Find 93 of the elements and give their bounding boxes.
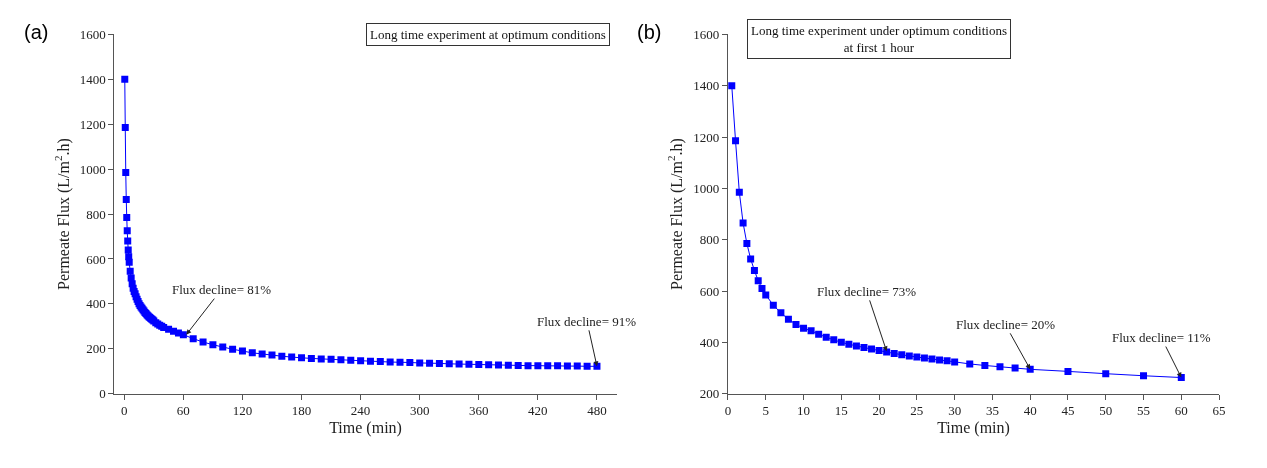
point bbox=[750, 266, 758, 274]
point bbox=[735, 188, 743, 196]
x-tick-label: 60 bbox=[176, 403, 190, 419]
point bbox=[981, 361, 989, 369]
y-tick-label: 200 bbox=[86, 341, 106, 357]
point bbox=[1102, 370, 1110, 378]
x-tick-label: 120 bbox=[232, 403, 253, 419]
y-tick-label: 1200 bbox=[693, 129, 720, 145]
x-tick-label: 480 bbox=[587, 403, 607, 419]
y-tick-label: 400 bbox=[699, 334, 720, 350]
x-tick-label: 5 bbox=[762, 403, 770, 419]
point bbox=[913, 353, 921, 361]
annotation: Flux decline= 11% bbox=[1112, 330, 1211, 345]
point bbox=[852, 342, 860, 350]
annotation: Flux decline= 91% bbox=[537, 314, 637, 329]
annotation: Flux decline= 81% bbox=[172, 282, 272, 297]
x-axis-title: Time (min) bbox=[937, 419, 1010, 438]
y-tick-label: 1000 bbox=[693, 180, 720, 196]
point bbox=[943, 357, 951, 365]
y-tick-label: 800 bbox=[86, 206, 106, 222]
chart-title: Long time experiment at optimum conditions bbox=[370, 27, 606, 42]
point bbox=[845, 340, 853, 348]
x-tick-label: 420 bbox=[528, 403, 548, 419]
point bbox=[807, 327, 815, 335]
text: (a) bbox=[24, 21, 49, 43]
point bbox=[1011, 364, 1019, 372]
x-tick-label: 20 bbox=[872, 403, 886, 419]
x-tick-label: 45 bbox=[1061, 403, 1075, 419]
point bbox=[777, 309, 785, 317]
x-tick-label: 50 bbox=[1099, 403, 1113, 419]
y-tick-label: 1000 bbox=[79, 161, 106, 177]
point bbox=[936, 356, 944, 364]
point bbox=[1140, 372, 1148, 380]
point bbox=[739, 219, 747, 227]
point bbox=[815, 330, 823, 338]
x-tick-label: 360 bbox=[469, 403, 489, 419]
x-tick-label: 180 bbox=[291, 403, 312, 419]
y-tick-label: 1400 bbox=[79, 71, 106, 87]
x-tick-label: 300 bbox=[409, 403, 430, 419]
x-tick-label: 25 bbox=[910, 403, 924, 419]
point bbox=[966, 360, 974, 368]
x-tick-label: 30 bbox=[948, 403, 962, 419]
x-tick-label: 15 bbox=[834, 403, 848, 419]
point bbox=[792, 320, 800, 328]
x-tick-label: 55 bbox=[1137, 403, 1151, 419]
y-tick-label: 1400 bbox=[693, 78, 720, 94]
x-tick-label: 240 bbox=[350, 403, 371, 419]
point bbox=[762, 291, 770, 299]
point bbox=[830, 336, 838, 344]
annotation: Flux decline= 73% bbox=[817, 284, 917, 299]
point bbox=[883, 348, 891, 356]
chart-title: Long time experiment under optimum conditions at first 1 hour bbox=[751, 23, 1007, 55]
point bbox=[784, 315, 792, 323]
x-axis-title: Time (min) bbox=[329, 419, 402, 438]
x-tick-label: 35 bbox=[985, 403, 999, 419]
annotation: Flux decline= 20% bbox=[956, 317, 1056, 332]
point bbox=[920, 354, 928, 362]
x-tick-label: 40 bbox=[1023, 403, 1037, 419]
point bbox=[1064, 367, 1072, 375]
y-tick-label: 0 bbox=[99, 386, 106, 402]
y-tick-label: 1600 bbox=[79, 26, 106, 42]
point bbox=[898, 351, 906, 359]
point bbox=[728, 82, 736, 90]
point bbox=[951, 358, 959, 366]
x-tick-label: 0 bbox=[724, 403, 732, 419]
point bbox=[905, 352, 913, 360]
y-tick-label: 600 bbox=[699, 283, 720, 299]
point bbox=[747, 255, 755, 263]
y-tick-label: 800 bbox=[699, 232, 720, 248]
point bbox=[890, 349, 898, 357]
point bbox=[743, 240, 751, 248]
y-tick-label: 600 bbox=[86, 251, 106, 267]
point bbox=[732, 137, 740, 145]
point bbox=[860, 344, 868, 351]
x-tick-label: 10 bbox=[797, 403, 811, 419]
point bbox=[837, 338, 845, 346]
text: (b) bbox=[637, 21, 662, 43]
y-tick-label: 1600 bbox=[693, 26, 720, 42]
point bbox=[800, 324, 808, 332]
point bbox=[754, 277, 762, 285]
point bbox=[868, 345, 876, 353]
point bbox=[769, 301, 777, 309]
y-tick-label: 400 bbox=[86, 296, 106, 312]
point bbox=[875, 347, 883, 355]
point bbox=[822, 333, 830, 341]
y-tick-label: 200 bbox=[699, 386, 720, 402]
x-tick-label: 0 bbox=[121, 403, 128, 419]
x-tick-label: 65 bbox=[1212, 403, 1226, 419]
x-tick-label: 60 bbox=[1174, 403, 1188, 419]
y-tick-label: 1200 bbox=[79, 116, 106, 132]
point bbox=[928, 355, 936, 363]
point bbox=[758, 284, 766, 292]
point bbox=[996, 363, 1004, 371]
